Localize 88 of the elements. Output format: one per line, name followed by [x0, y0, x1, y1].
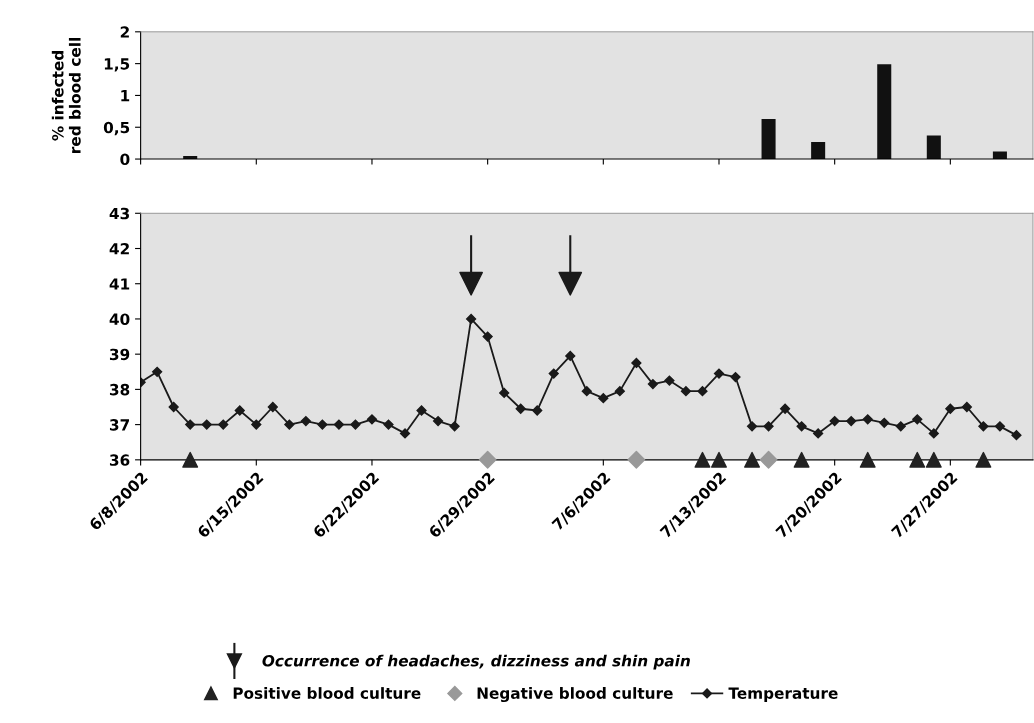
point: [846, 415, 857, 427]
point: [759, 450, 778, 469]
point: [234, 405, 245, 416]
point: [558, 271, 583, 296]
point: [694, 451, 711, 468]
point: [201, 419, 212, 430]
point: [895, 421, 906, 432]
point: [961, 401, 972, 413]
bar: [926, 135, 941, 160]
y-axis-title: % infected red blood cell: [51, 37, 81, 153]
point: [598, 393, 609, 404]
point: [859, 451, 876, 468]
point: [333, 419, 345, 430]
point: [459, 271, 484, 296]
y-tick-label: 0,5: [103, 121, 130, 136]
point: [532, 405, 543, 416]
point: [581, 386, 592, 397]
point: [978, 421, 989, 432]
point: [182, 451, 199, 468]
point: [711, 451, 727, 468]
point: [829, 415, 840, 427]
point: [614, 386, 625, 397]
point: [627, 450, 646, 469]
point: [515, 403, 526, 414]
y-tick-label: 40: [109, 313, 130, 325]
point: [449, 421, 460, 432]
legend-label: Negative blood culture: [477, 687, 673, 703]
y-tick-label: 41: [109, 278, 130, 290]
point: [478, 450, 497, 469]
point: [680, 386, 692, 397]
point: [779, 403, 791, 414]
point: [366, 414, 378, 425]
point: [912, 414, 923, 425]
y-tick-label: 38: [109, 383, 130, 396]
point: [664, 375, 675, 386]
y-tick-label: 37: [109, 419, 129, 431]
point: [548, 368, 559, 379]
legend-label: Occurrence of headaches, dizziness and shin pain: [262, 654, 690, 670]
y-tick-label: 36: [109, 454, 130, 466]
point: [416, 405, 427, 416]
bar: [761, 118, 776, 160]
legend-label: Positive blood culture: [233, 687, 421, 699]
point: [383, 419, 394, 430]
y-tick-label: 39: [109, 348, 130, 361]
point: [647, 378, 659, 390]
point: [763, 421, 774, 432]
point: [928, 428, 939, 439]
bar: [877, 64, 892, 160]
point: [862, 414, 873, 425]
point: [813, 428, 824, 439]
point: [482, 331, 493, 342]
point: [168, 401, 179, 413]
y-tick-label: 2: [120, 26, 129, 38]
point: [284, 419, 295, 430]
point: [746, 421, 758, 432]
point: [909, 451, 926, 468]
point: [267, 401, 278, 413]
point: [466, 313, 477, 325]
point: [185, 419, 196, 430]
point: [218, 419, 229, 430]
y-tick-label: 0: [120, 153, 130, 166]
legend-label: Temperature: [728, 687, 838, 702]
bar: [811, 141, 826, 160]
point: [945, 403, 956, 414]
point: [879, 417, 890, 428]
y-tick-label: 42: [109, 242, 129, 255]
point: [300, 415, 311, 427]
bar: [992, 151, 1007, 160]
point: [1011, 430, 1022, 441]
point: [152, 366, 163, 377]
point: [744, 451, 761, 468]
point: [565, 350, 576, 362]
y-tick-label: 43: [109, 207, 129, 220]
point: [796, 421, 807, 432]
point: [994, 421, 1006, 432]
point: [793, 451, 810, 468]
point: [432, 415, 444, 427]
point: [697, 386, 708, 397]
point: [925, 451, 942, 468]
point: [251, 419, 262, 430]
y-tick-label: 1,5: [104, 58, 130, 72]
y-tick-label: 1: [121, 90, 130, 102]
point: [631, 357, 642, 369]
point: [975, 451, 992, 468]
point: [499, 387, 510, 399]
point: [399, 428, 411, 439]
point: [317, 419, 328, 430]
point: [350, 419, 361, 430]
